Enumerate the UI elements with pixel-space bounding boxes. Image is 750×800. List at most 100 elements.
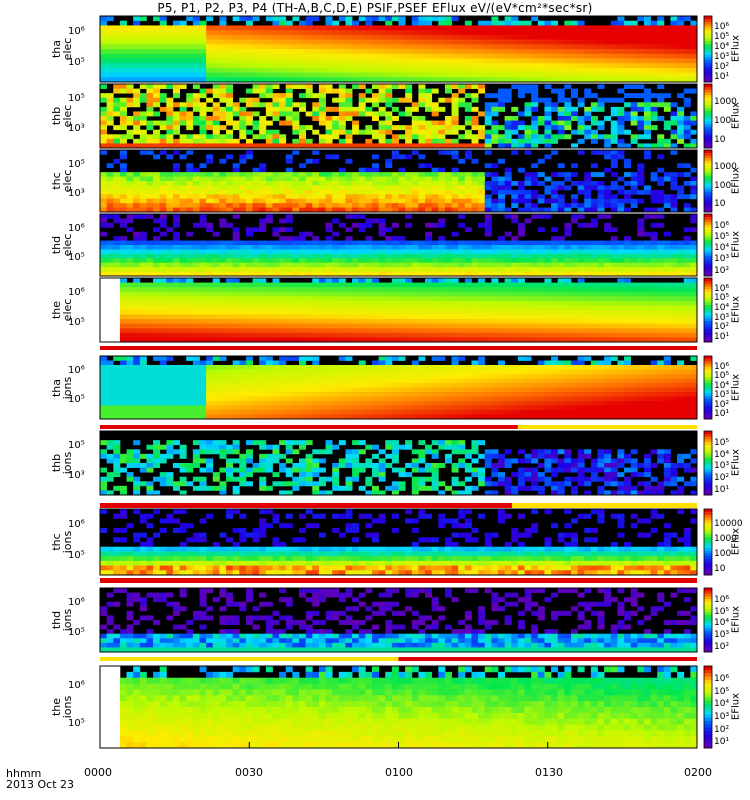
- spectrogram-cell: [411, 77, 419, 83]
- spectrogram-cell: [325, 30, 333, 36]
- spectrogram-cell: [332, 176, 340, 182]
- spectrogram-cell: [206, 337, 214, 343]
- colorbar-segment: [704, 183, 712, 187]
- spectrogram-cell: [265, 172, 273, 177]
- spectrogram-cell: [425, 222, 433, 228]
- spectrogram-cell: [504, 72, 512, 78]
- spectrogram-cell: [312, 67, 320, 73]
- spectrogram-cell: [358, 39, 366, 45]
- spectrogram-cell: [630, 63, 638, 69]
- spectrogram-cell: [378, 218, 386, 224]
- spectrogram-cell: [239, 67, 247, 73]
- spectrogram-cell: [577, 278, 585, 283]
- spectrogram-cell: [285, 93, 293, 99]
- spectrogram-cell: [444, 323, 452, 329]
- spectrogram-cell: [624, 198, 632, 204]
- spectrogram-cell: [418, 72, 426, 78]
- spectrogram-cell: [259, 134, 267, 140]
- spectrogram-cell: [299, 67, 307, 73]
- spectrogram-cell: [398, 267, 406, 272]
- spectrogram-cell: [126, 305, 134, 311]
- spectrogram-cell: [425, 58, 433, 64]
- spectrogram-cell: [464, 30, 472, 36]
- spectrogram-cell: [537, 296, 545, 302]
- spectrogram-cell: [564, 84, 572, 89]
- spectrogram-cell: [212, 319, 220, 325]
- spectrogram-cell: [643, 337, 651, 343]
- spectrogram-cell: [590, 222, 598, 228]
- spectrogram-cell: [352, 120, 360, 126]
- spectrogram-cell: [464, 194, 472, 200]
- spectrogram-cell: [484, 30, 492, 36]
- spectrogram-cell: [113, 240, 121, 246]
- spectrogram-cell: [133, 63, 141, 69]
- spectrogram-cell: [219, 262, 227, 268]
- spectrogram-cell: [100, 176, 108, 182]
- spectrogram-cell: [186, 323, 194, 329]
- spectrogram-cell: [226, 194, 234, 200]
- spectrogram-cell: [365, 72, 373, 78]
- spectrogram-cell: [650, 310, 658, 315]
- spectrogram-cell: [206, 185, 214, 191]
- spectrogram-cell: [451, 16, 459, 22]
- spectrogram-cell: [226, 271, 234, 277]
- spectrogram-cell: [458, 84, 466, 89]
- spectrogram-cell: [252, 39, 260, 45]
- spectrogram-cell: [610, 300, 618, 306]
- spectrogram-cell: [564, 253, 572, 259]
- spectrogram-cell: [624, 271, 632, 277]
- spectrogram-cell: [411, 207, 419, 213]
- spectrogram-cell: [690, 249, 698, 255]
- spectrogram-cell: [650, 249, 658, 255]
- spectrogram-cell: [643, 116, 651, 121]
- spectrogram-cell: [139, 198, 147, 204]
- spectrogram-cell: [517, 93, 525, 99]
- spectrogram-cell: [544, 300, 552, 306]
- spectrogram-cell: [405, 77, 413, 83]
- spectrogram-cell: [630, 106, 638, 112]
- spectrogram-cell: [325, 262, 333, 268]
- spectrogram-cell: [226, 332, 234, 338]
- spectrogram-cell: [133, 249, 141, 255]
- spectrogram-cell: [405, 25, 413, 31]
- spectrogram-cell: [365, 323, 373, 329]
- colorbar-segment: [704, 247, 712, 251]
- spectrogram-cell: [511, 291, 519, 297]
- spectrogram-cell: [438, 181, 446, 186]
- spectrogram-cell: [551, 63, 559, 69]
- spectrogram-cell: [398, 240, 406, 246]
- spectrogram-cell: [345, 258, 353, 264]
- spectrogram-cell: [411, 189, 419, 195]
- spectrogram-cell: [431, 39, 439, 45]
- spectrogram-cell: [610, 267, 618, 272]
- spectrogram-cell: [391, 116, 399, 121]
- spectrogram-cell: [252, 72, 260, 78]
- spectrogram-cell: [498, 287, 506, 293]
- spectrogram-cell: [352, 194, 360, 200]
- spectrogram-cell: [312, 30, 320, 36]
- spectrogram-cell: [345, 134, 353, 140]
- spectrogram-cell: [358, 278, 366, 283]
- spectrogram-cell: [133, 305, 141, 311]
- spectrogram-cell: [100, 282, 108, 288]
- spectrogram-cell: [219, 97, 227, 103]
- spectrogram-cell: [146, 245, 154, 250]
- spectrogram-cell: [557, 245, 565, 250]
- spectrogram-cell: [597, 72, 605, 78]
- spectrogram-cell: [643, 111, 651, 117]
- spectrogram-cell: [610, 253, 618, 259]
- spectrogram-cell: [318, 77, 326, 83]
- spectrogram-cell: [119, 271, 127, 277]
- spectrogram-cell: [584, 271, 592, 277]
- spectrogram-cell: [139, 310, 147, 315]
- spectrogram-cell: [564, 30, 572, 36]
- spectrogram-cell: [391, 323, 399, 329]
- spectrogram-cell: [126, 287, 134, 293]
- spectrogram-cell: [537, 323, 545, 329]
- spectrogram-cell: [378, 314, 386, 320]
- spectrogram-cell: [305, 291, 313, 297]
- spectrogram-cell: [292, 282, 300, 288]
- spectrogram-cell: [199, 319, 207, 325]
- spectrogram-cell: [517, 314, 525, 320]
- colorbar: [703, 15, 713, 83]
